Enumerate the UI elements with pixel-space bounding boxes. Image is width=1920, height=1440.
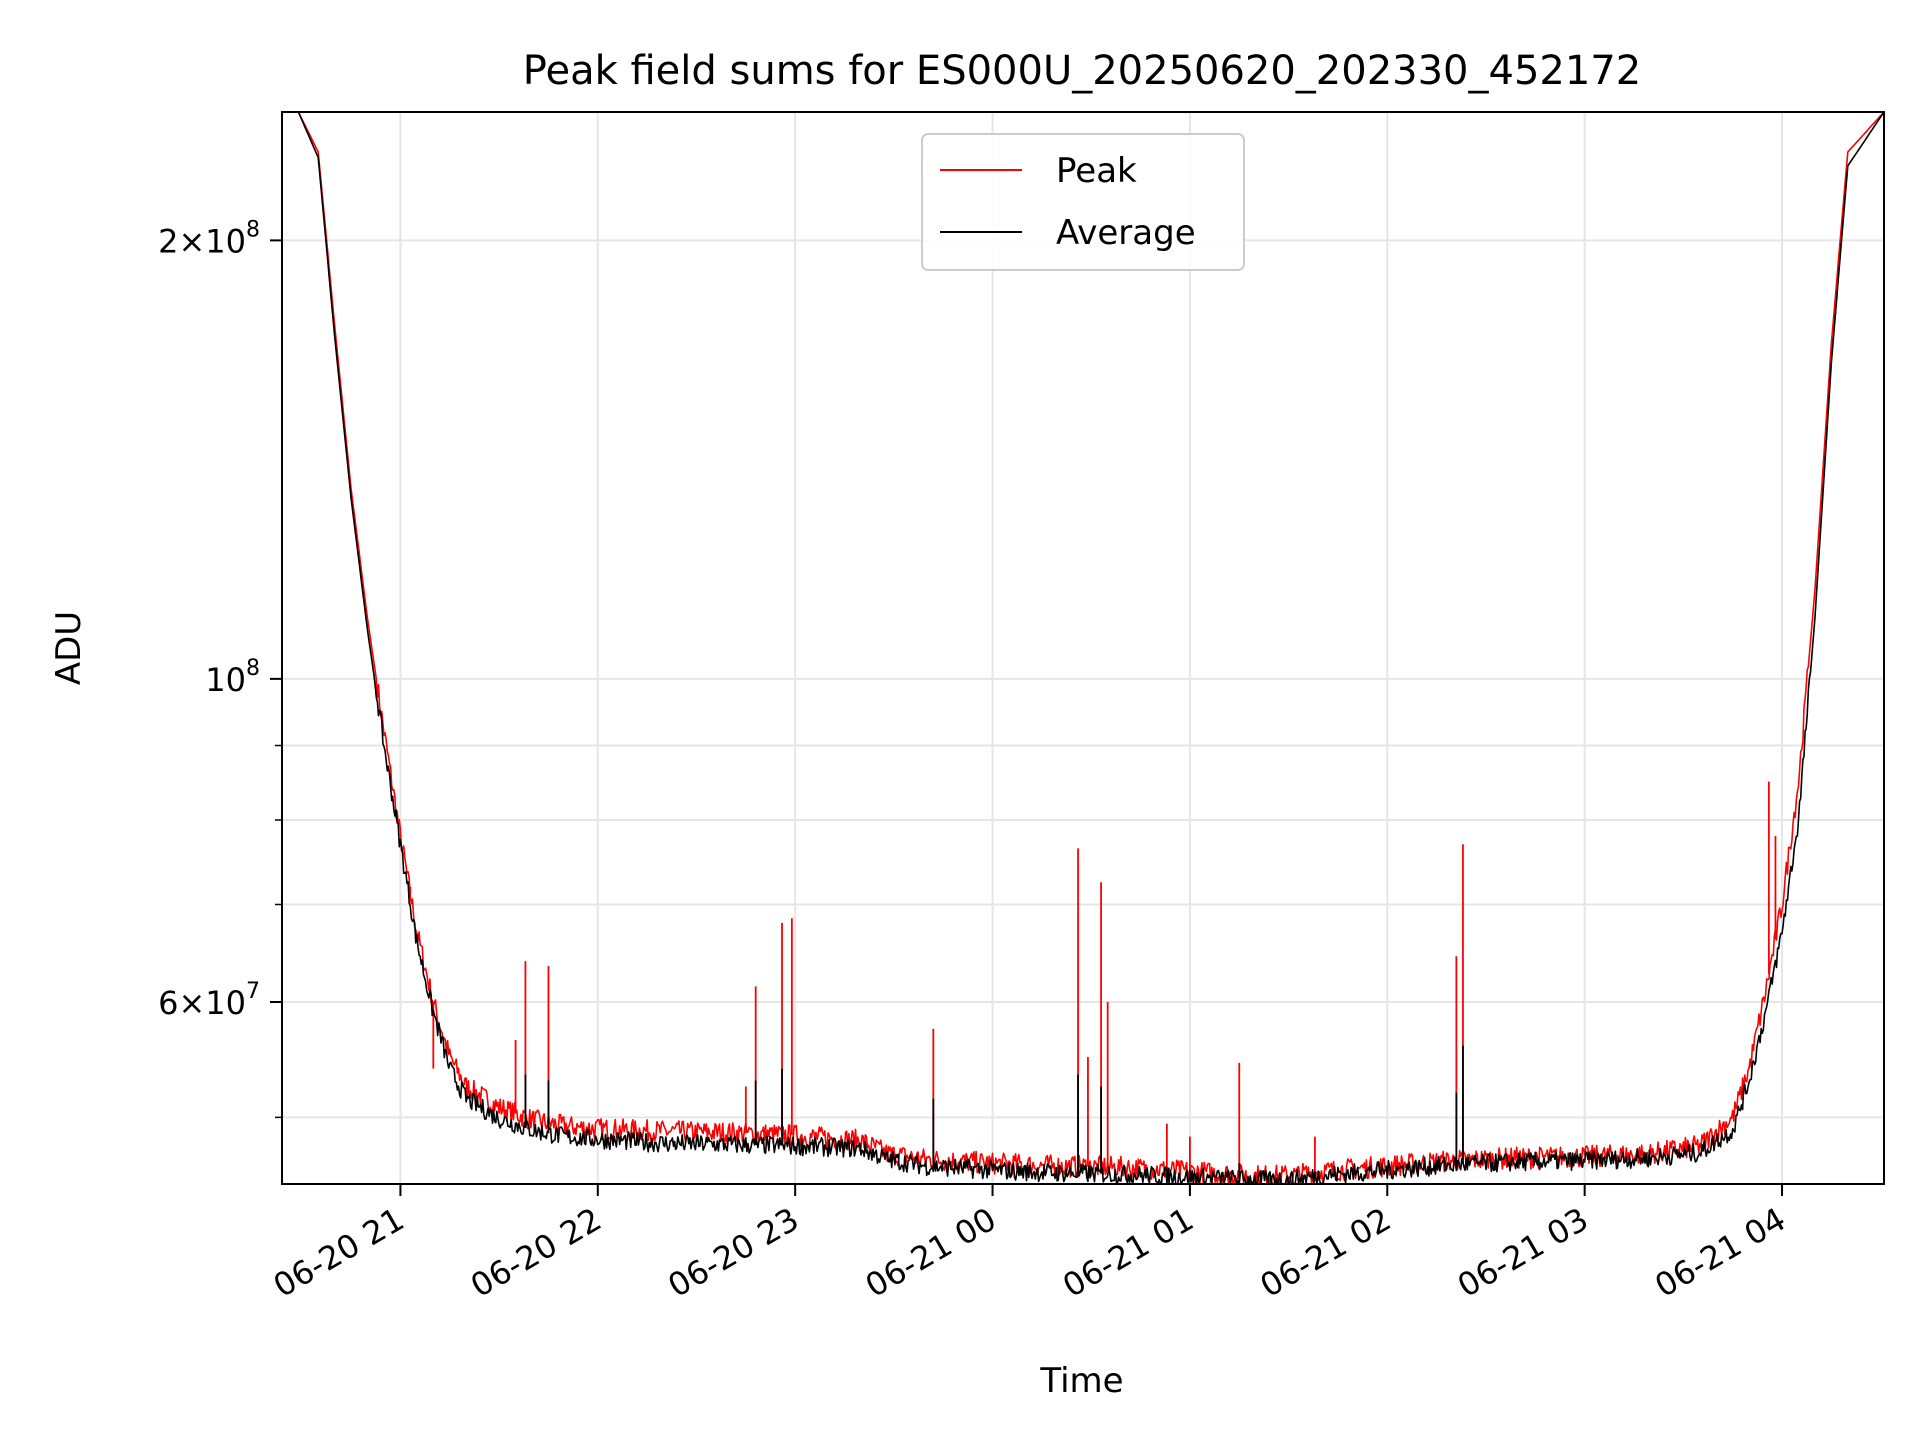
x-axis-label: Time bbox=[1039, 1361, 1123, 1401]
legend: Peak Average bbox=[921, 133, 1245, 271]
y-tick-label: 2×108 bbox=[158, 217, 260, 260]
plot-lines bbox=[282, 111, 1885, 1185]
plot-frame bbox=[281, 111, 1885, 1185]
y-axis: 2×108 108 6×107 bbox=[158, 217, 282, 1119]
chart-title: Peak field sums for ES000U_20250620_2023… bbox=[523, 48, 1641, 94]
legend-box bbox=[921, 133, 1245, 271]
y-axis-label: ADU bbox=[49, 611, 89, 685]
legend-label-average: Average bbox=[1056, 213, 1196, 253]
y-tick-label: 6×107 bbox=[158, 979, 260, 1022]
y-tick-label: 108 bbox=[205, 656, 260, 699]
legend-label-peak: Peak bbox=[1056, 151, 1137, 191]
